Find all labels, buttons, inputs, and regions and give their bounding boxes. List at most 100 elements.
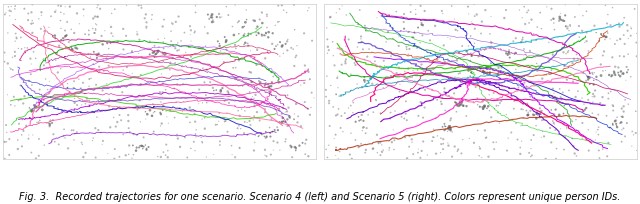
Point — [561, 52, 571, 55]
Point — [504, 74, 515, 77]
Point — [565, 23, 575, 27]
Point — [179, 100, 189, 104]
Point — [575, 99, 586, 102]
Point — [26, 108, 36, 111]
Point — [306, 106, 316, 109]
Point — [269, 47, 280, 51]
Point — [307, 91, 317, 94]
Point — [0, 157, 10, 160]
Point — [531, 39, 541, 42]
Point — [198, 67, 208, 70]
Point — [189, 112, 200, 115]
Point — [292, 44, 302, 47]
Point — [140, 143, 150, 147]
Point — [168, 22, 178, 26]
Point — [29, 109, 40, 113]
Point — [138, 147, 148, 150]
Point — [615, 74, 625, 78]
Point — [166, 30, 176, 33]
Point — [92, 115, 102, 119]
Point — [166, 43, 176, 47]
Point — [48, 118, 58, 122]
Point — [512, 88, 522, 91]
Point — [380, 82, 390, 85]
Point — [441, 128, 451, 131]
Point — [519, 57, 529, 60]
Point — [356, 40, 367, 43]
Point — [175, 106, 185, 110]
Point — [186, 67, 196, 70]
Point — [260, 130, 271, 133]
Point — [78, 155, 88, 159]
Point — [602, 31, 612, 35]
Point — [309, 96, 319, 99]
Point — [488, 68, 498, 72]
Point — [484, 109, 495, 112]
Point — [376, 112, 386, 115]
Point — [419, 106, 429, 109]
Point — [559, 64, 570, 68]
Point — [52, 76, 62, 80]
Point — [136, 55, 147, 59]
Point — [608, 123, 618, 126]
Point — [156, 72, 166, 75]
Point — [573, 90, 583, 93]
Point — [420, 9, 430, 13]
Point — [97, 143, 108, 146]
Point — [148, 130, 159, 133]
Point — [516, 108, 527, 111]
Point — [335, 52, 346, 55]
Point — [579, 103, 589, 106]
Point — [436, 136, 446, 140]
Point — [399, 12, 409, 16]
Point — [275, 109, 285, 112]
Point — [550, 123, 560, 126]
Point — [56, 4, 66, 8]
Point — [420, 88, 430, 91]
Point — [444, 109, 454, 112]
Point — [257, 11, 267, 14]
Point — [561, 76, 571, 79]
Point — [522, 85, 532, 88]
Point — [332, 93, 342, 96]
Point — [513, 138, 523, 141]
Point — [463, 52, 473, 55]
Point — [596, 74, 606, 77]
Point — [214, 42, 225, 45]
Point — [257, 133, 267, 136]
Point — [346, 132, 356, 135]
Point — [241, 18, 252, 21]
Point — [178, 82, 188, 86]
Point — [212, 123, 222, 126]
Point — [7, 56, 17, 59]
Point — [591, 31, 601, 34]
Point — [163, 149, 173, 152]
Point — [217, 15, 227, 19]
Point — [184, 45, 194, 49]
Point — [56, 27, 66, 30]
Point — [401, 112, 411, 115]
Point — [200, 25, 210, 29]
Point — [438, 125, 448, 129]
Point — [486, 116, 496, 119]
Point — [555, 15, 565, 19]
Point — [516, 90, 526, 93]
Point — [491, 141, 501, 144]
Point — [59, 12, 69, 16]
Point — [260, 34, 271, 37]
Point — [287, 156, 298, 159]
Point — [430, 73, 440, 76]
Point — [419, 72, 429, 75]
Point — [444, 128, 454, 131]
Point — [44, 122, 54, 125]
Point — [123, 113, 133, 117]
Point — [630, 131, 640, 135]
Point — [350, 138, 360, 142]
Point — [261, 155, 271, 158]
Point — [570, 15, 580, 19]
Point — [243, 98, 253, 101]
Point — [322, 38, 332, 41]
Point — [609, 70, 619, 73]
Point — [188, 53, 198, 57]
Point — [257, 33, 267, 36]
